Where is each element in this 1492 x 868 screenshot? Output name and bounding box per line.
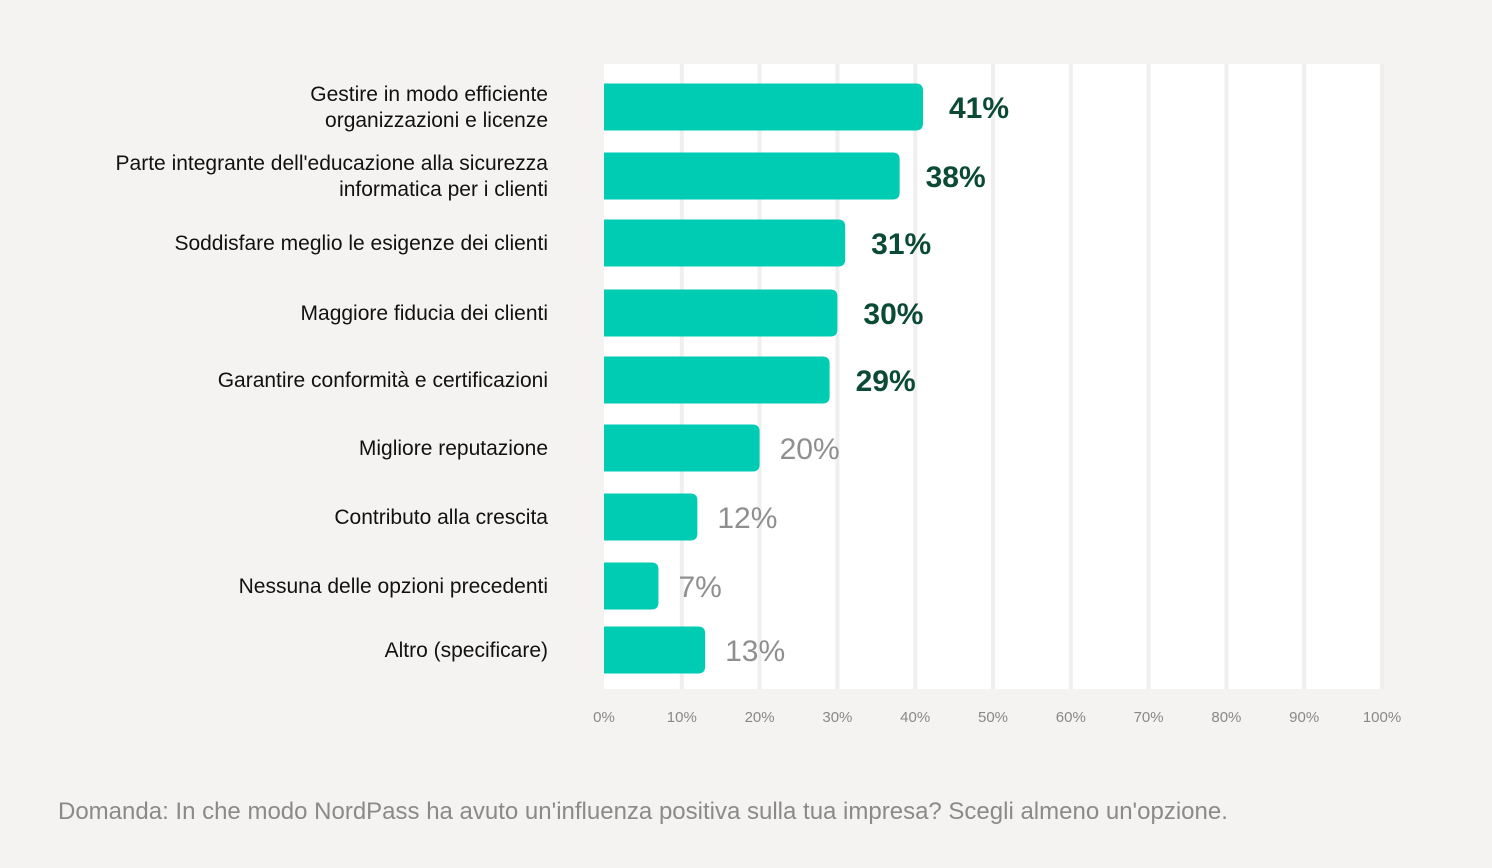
bar xyxy=(604,219,846,267)
category-label-line: Soddisfare meglio le esigenze dei client… xyxy=(174,232,548,255)
bar xyxy=(604,493,698,541)
category-label-line: organizzazioni e licenze xyxy=(325,109,548,132)
category-label-line: Altro (specificare) xyxy=(385,639,548,662)
category-label-line: informatica per i clienti xyxy=(339,178,548,201)
category-label-line: Parte integrante dell'educazione alla si… xyxy=(116,152,549,175)
data-label: 7% xyxy=(678,571,721,604)
bar xyxy=(604,356,830,404)
category-label: Migliore reputazione xyxy=(359,437,548,460)
gridline xyxy=(1224,64,1229,689)
x-tick-label: 0% xyxy=(593,709,615,726)
x-tick-label: 20% xyxy=(745,709,775,726)
category-label: Soddisfare meglio le esigenze dei client… xyxy=(174,232,548,255)
x-tick-label: 10% xyxy=(667,709,697,726)
gridline xyxy=(1146,64,1151,689)
x-tick-label: 90% xyxy=(1289,709,1319,726)
data-label: 29% xyxy=(856,365,916,398)
category-label: Garantire conformità e certificazioni xyxy=(218,369,548,392)
data-label: 31% xyxy=(871,228,931,261)
category-label-line: Gestire in modo efficiente xyxy=(310,83,548,106)
gridline xyxy=(1380,64,1384,689)
bar xyxy=(604,152,900,200)
category-label: Maggiore fiducia dei clienti xyxy=(301,302,548,325)
data-label: 13% xyxy=(725,635,785,668)
data-label: 38% xyxy=(926,161,986,194)
gridline xyxy=(1068,64,1073,689)
gridline xyxy=(991,64,995,689)
x-tick-label: 70% xyxy=(1134,709,1164,726)
category-label-line: Maggiore fiducia dei clienti xyxy=(301,302,548,325)
x-tick-label: 40% xyxy=(900,709,930,726)
bar xyxy=(604,289,838,337)
x-tick-label: 100% xyxy=(1363,709,1401,726)
category-label: Nessuna delle opzioni precedenti xyxy=(239,575,548,598)
category-label: Altro (specificare) xyxy=(385,639,548,662)
x-tick-label: 80% xyxy=(1211,709,1241,726)
question-footnote: Domanda: In che modo NordPass ha avuto u… xyxy=(58,798,1228,825)
bar xyxy=(604,424,760,472)
category-label: Gestire in modo efficiente organizzazioni… xyxy=(310,83,548,132)
gridline xyxy=(1302,64,1307,689)
gridline xyxy=(835,64,840,689)
data-label: 20% xyxy=(780,433,840,466)
bar xyxy=(604,562,659,610)
category-label-line: Contributo alla crescita xyxy=(334,506,548,529)
category-label: Contributo alla crescita xyxy=(334,506,548,529)
category-label: Parte integrante dell'educazione alla si… xyxy=(116,152,549,201)
category-label-line: Garantire conformità e certificazioni xyxy=(218,369,548,392)
bar xyxy=(604,83,923,131)
x-tick-label: 60% xyxy=(1056,709,1086,726)
data-label: 41% xyxy=(949,92,1009,125)
data-label: 30% xyxy=(863,298,923,331)
x-tick-label: 50% xyxy=(978,709,1008,726)
gridline xyxy=(913,64,918,689)
bar xyxy=(604,626,706,674)
x-tick-label: 30% xyxy=(822,709,852,726)
category-label-line: Nessuna delle opzioni precedenti xyxy=(239,575,548,598)
category-label-line: Migliore reputazione xyxy=(359,437,548,460)
data-label: 12% xyxy=(717,502,777,535)
